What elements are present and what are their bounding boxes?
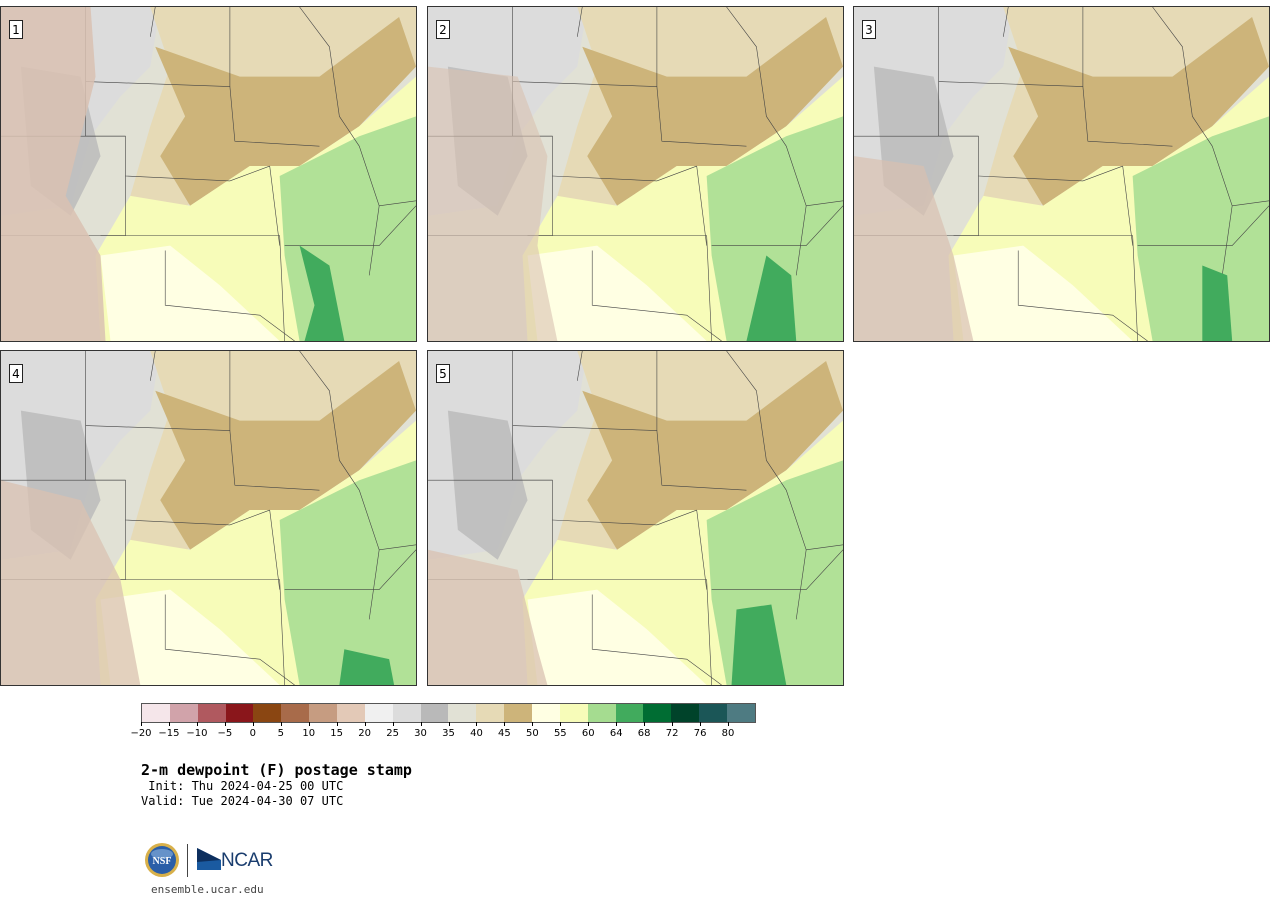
colorbar-tick-label: 64 xyxy=(609,728,623,739)
svg-text:NSF: NSF xyxy=(153,856,172,867)
colorbar-tick xyxy=(252,722,254,726)
colorbar-tick-label: 72 xyxy=(665,728,679,739)
colorbar-swatch xyxy=(225,704,254,722)
colorbar-tick xyxy=(532,722,534,726)
colorbar-tick xyxy=(280,722,282,726)
colorbar-swatch xyxy=(392,704,421,722)
colorbar-tick xyxy=(476,722,478,726)
colorbar-tick xyxy=(728,722,730,726)
colorbar-tick-label: 20 xyxy=(358,728,371,739)
colorbar-tick-label: 80 xyxy=(721,728,735,739)
colorbar-tick xyxy=(392,722,394,726)
colorbar-tick-label: 10 xyxy=(302,728,316,739)
logos: NSF NCAR xyxy=(144,842,284,880)
map-panel-1: 1 xyxy=(0,6,417,342)
panel-number: 4 xyxy=(9,364,23,383)
colorbar-swatch xyxy=(253,704,282,722)
map-panel-2: 2 xyxy=(427,6,844,342)
colorbar-swatch xyxy=(699,704,728,722)
site-url: ensemble.ucar.edu xyxy=(151,883,264,896)
dewpoint-map xyxy=(1,351,416,685)
colorbar-swatch xyxy=(643,704,672,722)
colorbar-swatch xyxy=(587,704,616,722)
colorbar-swatch xyxy=(281,704,310,722)
colorbar-tick-label: −15 xyxy=(158,728,180,739)
map-panel-5: 5 xyxy=(427,350,844,686)
colorbar xyxy=(141,703,756,723)
colorbar-tick-labels: −20 −15 −10 −5 0 5 10 15 20 25 30 35 40 45 50 55 60 64 68 7… xyxy=(130,722,756,742)
colorbar-tick-label: 30 xyxy=(414,728,427,739)
panel-number: 1 xyxy=(9,20,23,39)
colorbar-tick-label: 50 xyxy=(525,728,539,739)
colorbar-swatch xyxy=(169,704,198,722)
colorbar-tick-label: −5 xyxy=(217,728,233,739)
colorbar-tick-label: 60 xyxy=(581,728,595,739)
colorbar-swatch xyxy=(559,704,588,722)
colorbar-swatch xyxy=(309,704,338,722)
map-panel-3: 3 xyxy=(853,6,1270,342)
colorbar-tick xyxy=(560,722,562,726)
dewpoint-map xyxy=(854,7,1269,341)
colorbar-swatch xyxy=(532,704,560,722)
colorbar-tick-label: 35 xyxy=(442,728,455,739)
colorbar-tick xyxy=(644,722,646,726)
ncar-mark-icon xyxy=(197,848,221,870)
colorbar-swatch xyxy=(420,704,449,722)
colorbar-tick xyxy=(308,722,310,726)
panel-number: 3 xyxy=(862,20,876,39)
colorbar-tick xyxy=(504,722,506,726)
logo-divider xyxy=(187,844,188,877)
colorbar-tick-label: −20 xyxy=(130,728,152,739)
valid-time: Valid: Tue 2024-04-30 07 UTC xyxy=(141,794,344,808)
colorbar-tick xyxy=(196,722,198,726)
colorbar-swatch xyxy=(197,704,226,722)
ncar-logo: NCAR xyxy=(197,847,273,873)
colorbar-tick xyxy=(224,722,226,726)
colorbar-tick-label: 68 xyxy=(637,728,651,739)
colorbar-swatch xyxy=(727,704,755,722)
colorbar-swatch xyxy=(615,704,644,722)
colorbar-tick xyxy=(168,722,170,726)
colorbar-tick xyxy=(672,722,674,726)
colorbar-tick-label: 0 xyxy=(249,728,256,739)
colorbar-tick-label: 45 xyxy=(498,728,511,739)
nsf-logo-icon: NSF xyxy=(145,843,179,877)
plot-title: 2-m dewpoint (F) postage stamp xyxy=(141,761,412,779)
colorbar-swatch xyxy=(142,704,170,722)
colorbar-tick xyxy=(364,722,366,726)
ncar-wordmark: NCAR xyxy=(221,850,273,871)
init-time: Init: Thu 2024-04-25 00 UTC xyxy=(141,779,344,793)
colorbar-tick xyxy=(336,722,338,726)
colorbar-tick-label: 55 xyxy=(553,728,567,739)
panel-number: 2 xyxy=(436,20,450,39)
colorbar-tick xyxy=(141,722,142,726)
colorbar-tick-label: −10 xyxy=(186,728,208,739)
colorbar-tick-label: 76 xyxy=(693,728,707,739)
colorbar-tick-label: 15 xyxy=(330,728,344,739)
colorbar-swatch xyxy=(364,704,393,722)
dewpoint-map xyxy=(428,351,843,685)
colorbar-tick xyxy=(700,722,702,726)
colorbar-swatch xyxy=(504,704,533,722)
colorbar-swatch xyxy=(671,704,700,722)
colorbar-tick xyxy=(616,722,618,726)
dewpoint-map xyxy=(428,7,843,341)
map-panel-4: 4 xyxy=(0,350,417,686)
colorbar-swatch xyxy=(476,704,505,722)
colorbar-tick xyxy=(448,722,450,726)
dewpoint-map xyxy=(1,7,416,341)
panel-number: 5 xyxy=(436,364,450,383)
colorbar-swatch xyxy=(337,704,365,722)
colorbar-swatch xyxy=(448,704,477,722)
colorbar-tick xyxy=(420,722,422,726)
colorbar-tick-label: 5 xyxy=(277,728,284,739)
colorbar-tick xyxy=(588,722,590,726)
colorbar-tick-label: 40 xyxy=(470,728,483,739)
colorbar-tick-label: 25 xyxy=(386,728,399,739)
